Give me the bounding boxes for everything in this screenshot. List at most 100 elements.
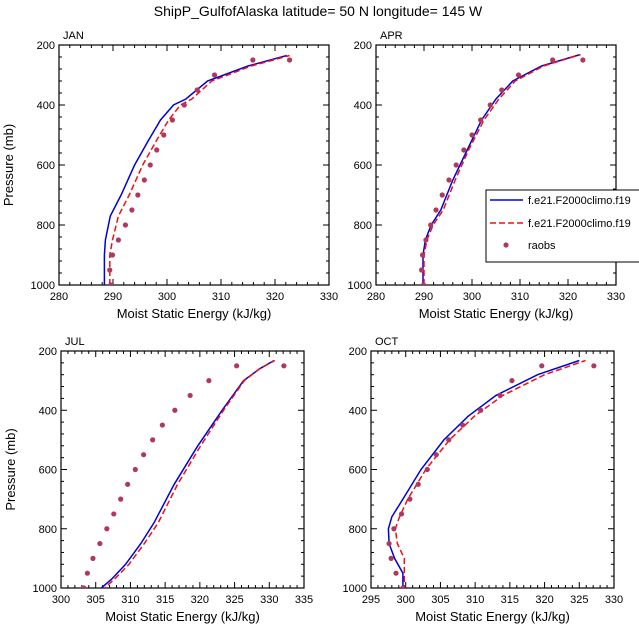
panel-label: JAN <box>63 30 84 42</box>
raobs-point <box>187 392 193 399</box>
raobs-point <box>122 222 129 228</box>
x-tick-label: 330 <box>260 594 278 606</box>
y-tick-label: 1000 <box>31 280 55 292</box>
x-tick-label: 325 <box>225 594 243 606</box>
series-group <box>419 53 586 285</box>
raobs-point <box>388 555 394 561</box>
raobs-point <box>141 177 147 183</box>
raobs-point <box>499 87 505 93</box>
legend-label: f.e21.F2000climo.f19 <box>528 218 631 230</box>
legend-label: raobs <box>528 240 556 252</box>
x-tick-label: 310 <box>212 291 230 303</box>
x-tick-label: 330 <box>605 594 623 606</box>
y-tick-label: 400 <box>37 100 55 112</box>
y-tick-label: 800 <box>354 220 372 232</box>
raobs-point <box>446 177 452 183</box>
raobs-point <box>419 267 425 273</box>
raobs-point <box>84 570 90 576</box>
raobs-point <box>118 496 124 502</box>
legend-box <box>485 189 639 263</box>
raobs-point <box>487 102 493 108</box>
x-tick-label: 330 <box>320 291 338 303</box>
raobs-point <box>453 162 459 168</box>
raobs-point <box>135 192 141 198</box>
raobs-point <box>147 162 153 168</box>
y-tick-label: 800 <box>349 524 367 536</box>
x-tick-label: 310 <box>511 291 529 303</box>
y-tick-label: 400 <box>354 100 372 112</box>
raobs-point <box>206 378 212 384</box>
series-group <box>81 359 287 588</box>
y-tick-label: 800 <box>39 524 57 536</box>
raobs-point <box>428 222 434 228</box>
raobs-point <box>194 87 200 93</box>
series-line-2 <box>423 53 581 285</box>
panel-apr: 280 290 300 310 320 330 200 400 600 800 1000 APR Moi… <box>348 30 626 321</box>
y-tick-label: 1000 <box>348 280 372 292</box>
y-tick-label: 1000 <box>343 583 367 595</box>
raobs-point <box>111 511 117 517</box>
x-tick-label: 300 <box>397 594 415 606</box>
raobs-point <box>129 207 135 213</box>
x-axis-label: Moist Static Energy (kJ/kg) <box>117 306 272 321</box>
raobs-point <box>550 57 556 63</box>
raobs-point <box>423 237 429 243</box>
panel-label: APR <box>380 30 403 42</box>
series-line-2 <box>109 54 290 285</box>
panel-oct: 295 300 305 310 315 320 325 330 200 400 600 800 1000… <box>343 336 624 624</box>
raobs-point <box>400 585 406 588</box>
x-tick-label: 290 <box>104 291 122 303</box>
raobs-point <box>250 57 256 63</box>
panel-jan: 280 290 300 310 320 330 200 400 600 800 1000 JAN Moi… <box>1 30 338 321</box>
legend-marker <box>503 242 509 248</box>
raobs-point <box>281 363 287 369</box>
x-axis-label: Moist Static Energy (kJ/kg) <box>419 306 574 321</box>
y-tick-label: 1000 <box>33 583 57 595</box>
raobs-point <box>460 422 466 428</box>
y-axis-label: Pressure (mb) <box>3 428 18 510</box>
series-line-2 <box>103 359 276 588</box>
y-tick-label: 800 <box>37 220 55 232</box>
series-line-1 <box>387 359 580 588</box>
raobs-point <box>439 192 445 198</box>
raobs-point <box>478 117 484 123</box>
raobs-point <box>407 496 413 502</box>
raobs-point <box>539 363 545 369</box>
figure-title: ShipP_GulfofAlaska latitude= 50 N longit… <box>154 3 483 19</box>
raobs-point <box>446 437 452 443</box>
raobs-point <box>181 102 187 108</box>
y-tick-label: 200 <box>354 40 372 52</box>
x-tick-label: 315 <box>501 594 519 606</box>
y-tick-label: 600 <box>37 160 55 172</box>
x-tick-label: 310 <box>121 594 139 606</box>
x-tick-label: 320 <box>191 594 209 606</box>
raobs-point <box>234 363 240 369</box>
raobs-point <box>132 466 138 473</box>
raobs-point <box>580 57 586 63</box>
raobs-point <box>109 252 116 258</box>
y-tick-label: 400 <box>349 405 367 417</box>
panel-label: OCT <box>375 336 399 348</box>
raobs-point <box>159 422 165 428</box>
series-group <box>103 54 293 285</box>
legend-label: f.e21.F2000climo.f19 <box>528 195 631 207</box>
raobs-point <box>591 363 597 369</box>
x-tick-label: 305 <box>431 594 449 606</box>
raobs-point <box>97 540 103 547</box>
series-group <box>386 359 597 588</box>
series-line-1 <box>422 53 581 285</box>
raobs-point <box>108 282 114 285</box>
x-tick-label: 300 <box>158 291 176 303</box>
panel-jul: 300 305 310 315 320 325 330 335 200 400 600 800 1000… <box>3 336 313 624</box>
raobs-point <box>393 570 399 576</box>
raobs-point <box>115 237 121 243</box>
raobs-point <box>515 72 522 78</box>
x-axis-label: Moist Static Energy (kJ/kg) <box>415 609 570 624</box>
x-tick-label: 320 <box>535 594 553 606</box>
legend: f.e21.F2000climo.f19 f.e21.F2000climo.f19… <box>485 189 639 263</box>
x-tick-label: 300 <box>463 291 481 303</box>
x-tick-label: 300 <box>52 594 70 606</box>
raobs-point <box>90 555 96 561</box>
raobs-point <box>141 452 147 458</box>
